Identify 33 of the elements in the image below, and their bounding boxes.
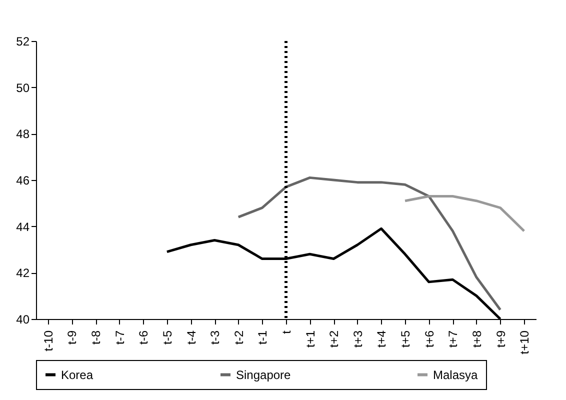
x-tick-label: t+2 xyxy=(327,330,342,348)
legend-label: Singapore xyxy=(236,368,292,382)
x-tick-label: t-10 xyxy=(41,330,56,352)
y-tick-label: 40 xyxy=(16,312,30,326)
y-tick-label: 50 xyxy=(16,80,30,95)
x-tick-label: t+3 xyxy=(350,330,365,348)
x-tick-label: t+6 xyxy=(422,330,436,348)
x-tick-label: t-1 xyxy=(256,330,270,345)
x-tick-label: t+5 xyxy=(398,330,413,348)
x-tick-label: t-8 xyxy=(89,330,104,345)
y-tick-label: 48 xyxy=(16,127,30,142)
x-tick-label: t+7 xyxy=(446,330,460,348)
legend-label: Malasya xyxy=(433,368,478,382)
x-tick-label: t-4 xyxy=(184,330,198,345)
x-tick-label: t+9 xyxy=(494,330,508,348)
x-tick-label: t-2 xyxy=(232,330,246,345)
line-series xyxy=(237,176,502,311)
y-tick-label: 42 xyxy=(16,266,30,280)
line-series xyxy=(404,194,526,232)
x-tick-label: t+8 xyxy=(470,330,484,348)
x-tick-label: t-7 xyxy=(112,330,127,345)
legend-label: Korea xyxy=(61,368,94,382)
x-tick-label: t xyxy=(280,330,294,334)
x-tick-label: t-6 xyxy=(136,330,151,345)
x-tick-label: t-9 xyxy=(65,330,80,345)
x-tick-label: t-3 xyxy=(208,330,222,345)
y-tick-label: 52 xyxy=(16,34,30,48)
y-tick-label: 46 xyxy=(16,174,30,188)
x-tick-label: t-5 xyxy=(160,330,174,345)
x-tick-label: t+10 xyxy=(518,330,532,354)
x-tick-label: t+4 xyxy=(374,330,389,348)
y-tick-label: 44 xyxy=(16,220,30,234)
x-tick-label: t+1 xyxy=(303,330,318,348)
